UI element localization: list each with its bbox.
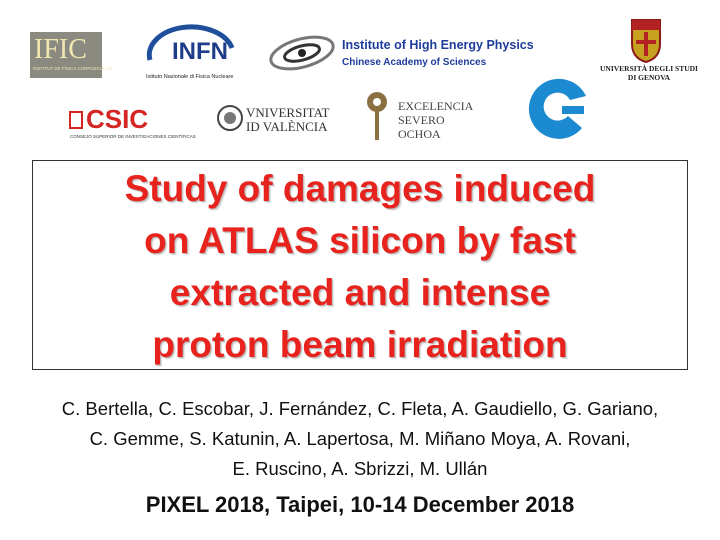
title-line: extracted and intense [169,272,551,313]
title-line: on ATLAS silicon by fast [144,220,576,261]
title-box [32,160,688,370]
csic-name: CSIC [86,104,149,134]
ihep-line1: Institute of High Energy Physics [342,38,534,52]
genova-line1: UNIVERSITÀ DEGLI STUDI [600,64,698,73]
conference: PIXEL 2018, Taipei, 10-14 December 2018 [145,492,575,517]
ihep-line2: Chinese Academy of Sciences [342,57,487,68]
valencia-seal [217,105,243,131]
title-line: proton beam irradiation [152,324,568,365]
severo-line3: OCHOA [398,127,441,141]
infn-subtitle: Istituto Nazionale di Fisica Nucleare [146,74,234,80]
blue-logo [528,78,586,139]
infn-arc [146,24,235,61]
infn-mark [146,24,235,61]
authors-line: E. Ruscino, A. Sbrizzi, M. Ullán [232,458,488,479]
valencia-line1: VNIVERSITAT [246,105,330,120]
authors-line: C. Gemme, S. Katunin, A. Lapertosa, M. M… [89,428,631,449]
genova-crest [631,19,661,64]
csic-subtitle: CONSEJO SUPERIOR DE INVESTIGACIONES CIEN… [70,134,196,139]
ific-subtitle: INSTITUT DE FÍSICA CORPUSCULAR [33,66,112,71]
ific-name: IFIC [34,34,87,65]
title-line: Study of damages induced [124,168,596,209]
authors-line: C. Bertella, C. Escobar, J. Fernández, C… [61,398,659,419]
severo-line2: SEVERO [398,113,445,127]
ific-logo: IFIC INSTITUT DE FÍSICA CORPUSCULAR [30,32,112,78]
csic-mark [69,111,83,129]
severo-line1: EXCELENCIA [398,99,474,113]
severo-icon [367,92,387,140]
ihep-swirl [269,35,335,71]
infn-name: INFN [172,38,228,65]
valencia-line2: ID VALÈNCIA [246,119,328,134]
genova-line2: DI GENOVA [627,73,671,82]
